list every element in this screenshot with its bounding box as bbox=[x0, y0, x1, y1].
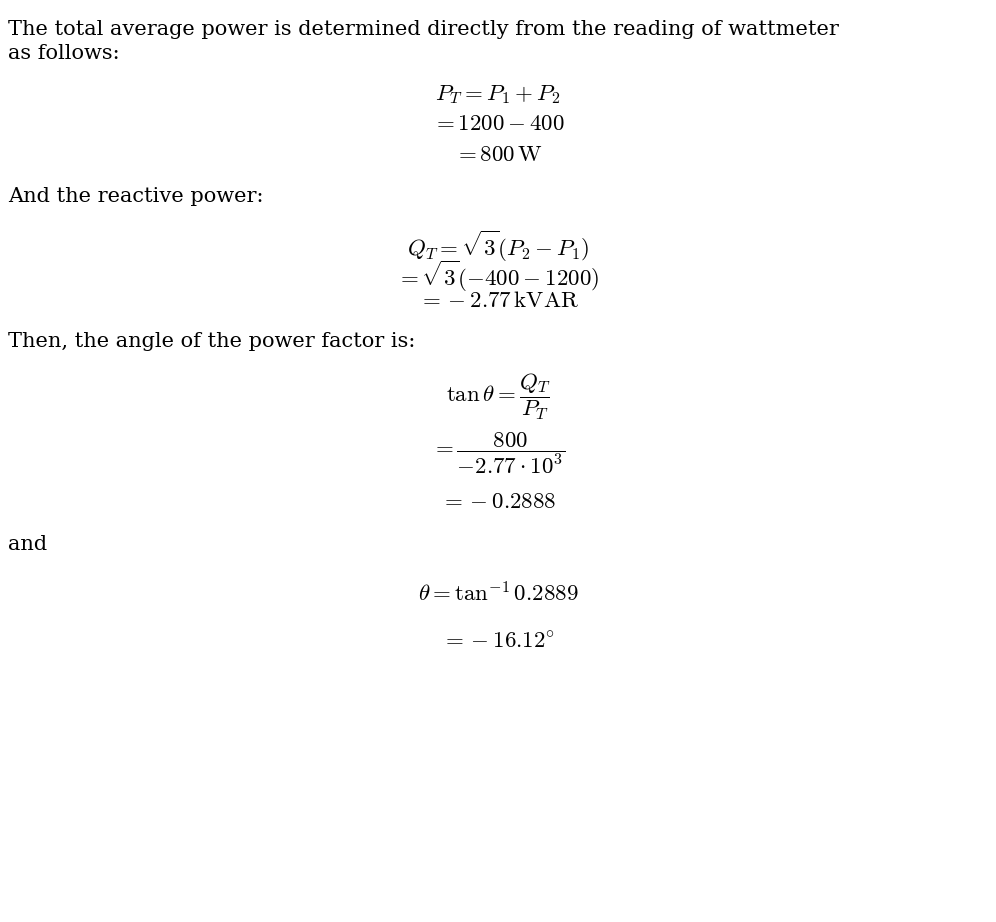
Text: $= -2.77\,\mathrm{kVAR}$: $= -2.77\,\mathrm{kVAR}$ bbox=[417, 290, 579, 312]
Text: and: and bbox=[8, 535, 47, 554]
Text: Then, the angle of the power factor is:: Then, the angle of the power factor is: bbox=[8, 332, 415, 351]
Text: $\tan\theta = \dfrac{Q_T}{P_T}$: $\tan\theta = \dfrac{Q_T}{P_T}$ bbox=[446, 372, 550, 421]
Text: And the reactive power:: And the reactive power: bbox=[8, 187, 264, 207]
Text: $P_T = P_1 + P_2$: $P_T = P_1 + P_2$ bbox=[435, 83, 561, 106]
Text: $Q_T = \sqrt{3}(P_2 - P_1)$: $Q_T = \sqrt{3}(P_2 - P_1)$ bbox=[406, 229, 590, 264]
Text: $\theta = \tan^{-1} 0.2889$: $\theta = \tan^{-1} 0.2889$ bbox=[417, 583, 579, 607]
Text: The total average power is determined directly from the reading of wattmeter: The total average power is determined di… bbox=[8, 20, 839, 40]
Text: $= \sqrt{3}(-400 - 1200)$: $= \sqrt{3}(-400 - 1200)$ bbox=[396, 259, 600, 294]
Text: $= 800\,\mathrm{W}$: $= 800\,\mathrm{W}$ bbox=[453, 144, 543, 166]
Text: $= -16.12^{\circ}$: $= -16.12^{\circ}$ bbox=[441, 632, 555, 654]
Text: $= -0.2888$: $= -0.2888$ bbox=[440, 491, 556, 513]
Text: $= \dfrac{800}{-2.77 \cdot 10^3}$: $= \dfrac{800}{-2.77 \cdot 10^3}$ bbox=[431, 431, 565, 476]
Text: $= 1200 - 400$: $= 1200 - 400$ bbox=[431, 113, 565, 136]
Text: as follows:: as follows: bbox=[8, 44, 120, 64]
